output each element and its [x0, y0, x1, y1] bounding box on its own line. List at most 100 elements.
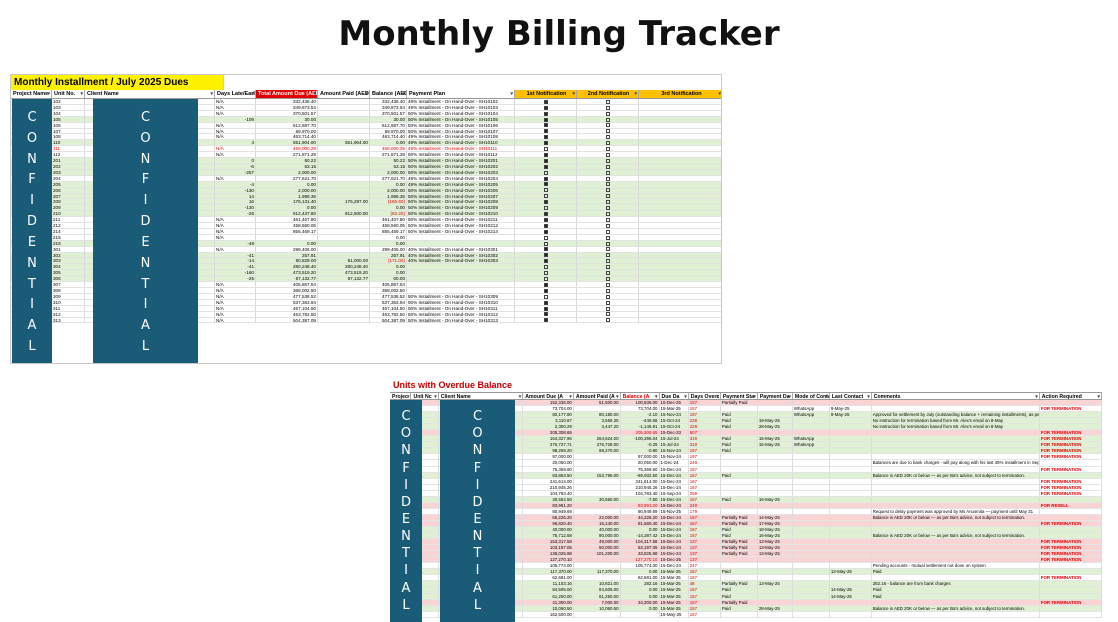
column-header[interactable]: Unit Nc	[411, 393, 439, 399]
notification-cell[interactable]	[515, 258, 577, 264]
notification-checkbox[interactable]	[605, 318, 610, 323]
notification-cell[interactable]	[639, 152, 721, 157]
notification-cell[interactable]	[639, 158, 721, 163]
notification-cell[interactable]	[639, 300, 721, 305]
notification-cell[interactable]	[515, 187, 577, 193]
notification-checkbox[interactable]	[543, 117, 548, 122]
notification-cell[interactable]	[577, 246, 639, 252]
notification-checkbox[interactable]	[543, 288, 548, 293]
notification-cell[interactable]	[639, 140, 721, 145]
notification-cell[interactable]	[577, 199, 639, 205]
column-header[interactable]: Mode of Conta	[793, 393, 830, 399]
notification-cell[interactable]	[639, 282, 721, 287]
notification-cell[interactable]	[639, 164, 721, 169]
notification-cell[interactable]	[639, 99, 721, 104]
column-header[interactable]: Comments	[872, 393, 1040, 399]
notification-cell[interactable]	[515, 288, 577, 293]
notification-cell[interactable]	[515, 293, 577, 299]
notification-cell[interactable]	[515, 205, 577, 211]
notification-cell[interactable]	[515, 134, 577, 140]
notification-cell[interactable]	[577, 104, 639, 110]
notification-cell[interactable]	[639, 211, 721, 216]
notification-cell[interactable]	[515, 270, 577, 276]
notification-checkbox[interactable]	[543, 111, 548, 116]
notification-checkbox[interactable]	[605, 123, 610, 128]
notification-cell[interactable]	[515, 122, 577, 128]
notification-cell[interactable]	[515, 152, 577, 158]
notification-checkbox[interactable]	[543, 135, 548, 140]
notification-cell[interactable]	[639, 188, 721, 193]
notification-cell[interactable]	[577, 276, 639, 282]
notification-cell[interactable]	[515, 146, 577, 152]
notification-checkbox[interactable]	[543, 123, 548, 128]
notification-cell[interactable]	[639, 288, 721, 293]
column-header[interactable]: Last Contact	[830, 393, 872, 399]
notification-checkbox[interactable]	[605, 170, 610, 175]
notification-cell[interactable]	[639, 241, 721, 246]
notification-cell[interactable]	[577, 205, 639, 211]
notification-cell[interactable]	[577, 99, 639, 104]
column-header[interactable]: Client Name	[439, 393, 524, 399]
column-header[interactable]: Client Name	[85, 90, 215, 98]
notification-checkbox[interactable]	[543, 182, 548, 187]
notification-checkbox[interactable]	[543, 217, 548, 222]
notification-checkbox[interactable]	[605, 223, 610, 228]
notification-cell[interactable]	[577, 116, 639, 122]
column-header[interactable]: Balance (A	[621, 393, 660, 399]
notification-cell[interactable]	[577, 169, 639, 175]
notification-checkbox[interactable]	[543, 253, 548, 258]
notification-checkbox[interactable]	[605, 99, 610, 104]
notification-cell[interactable]	[515, 128, 577, 134]
notification-checkbox[interactable]	[543, 141, 548, 146]
notification-cell[interactable]	[639, 235, 721, 240]
notification-checkbox[interactable]	[605, 147, 610, 152]
notification-checkbox[interactable]	[543, 147, 548, 152]
notification-cell[interactable]	[515, 199, 577, 205]
column-header[interactable]: Amount Paid (AED)	[318, 90, 370, 98]
notification-cell[interactable]	[515, 104, 577, 110]
column-header[interactable]: Days Late/Early	[215, 90, 256, 98]
notification-checkbox[interactable]	[605, 129, 610, 134]
notification-checkbox[interactable]	[605, 111, 610, 116]
notification-checkbox[interactable]	[543, 99, 548, 104]
notification-cell[interactable]	[577, 140, 639, 146]
notification-cell[interactable]	[577, 175, 639, 181]
column-header[interactable]: 1st Notification	[515, 90, 577, 98]
notification-checkbox[interactable]	[543, 164, 548, 169]
notification-cell[interactable]	[577, 234, 639, 240]
notification-cell[interactable]	[577, 317, 639, 323]
notification-checkbox[interactable]	[605, 212, 610, 216]
column-header[interactable]: 2nd Notification	[577, 90, 639, 98]
notification-checkbox[interactable]	[605, 141, 610, 146]
notification-cell[interactable]	[577, 187, 639, 193]
notification-checkbox[interactable]	[543, 188, 548, 193]
notification-checkbox[interactable]	[605, 312, 610, 317]
column-header[interactable]: Payment Da	[758, 393, 793, 399]
notification-checkbox[interactable]	[543, 300, 548, 305]
notification-checkbox[interactable]	[605, 247, 610, 252]
notification-checkbox[interactable]	[605, 282, 610, 287]
notification-checkbox[interactable]	[605, 288, 610, 293]
notification-cell[interactable]	[639, 170, 721, 175]
notification-cell[interactable]	[639, 253, 721, 258]
notification-cell[interactable]	[577, 311, 639, 317]
notification-checkbox[interactable]	[605, 241, 610, 246]
column-header[interactable]: Projec	[390, 393, 412, 399]
notification-checkbox[interactable]	[605, 229, 610, 234]
notification-checkbox[interactable]	[605, 276, 610, 281]
notification-checkbox[interactable]	[605, 194, 610, 199]
notification-checkbox[interactable]	[543, 282, 548, 287]
notification-cell[interactable]	[577, 110, 639, 116]
notification-cell[interactable]	[639, 223, 721, 228]
notification-cell[interactable]	[515, 158, 577, 163]
notification-checkbox[interactable]	[543, 294, 548, 299]
notification-checkbox[interactable]	[605, 217, 610, 222]
column-header[interactable]: Payment Plan	[407, 90, 515, 98]
notification-cell[interactable]	[639, 205, 721, 210]
notification-checkbox[interactable]	[543, 265, 548, 270]
notification-cell[interactable]	[639, 117, 721, 122]
notification-cell[interactable]	[639, 247, 721, 252]
notification-checkbox[interactable]	[605, 259, 610, 264]
notification-cell[interactable]	[577, 264, 639, 270]
notification-cell[interactable]	[515, 276, 577, 282]
